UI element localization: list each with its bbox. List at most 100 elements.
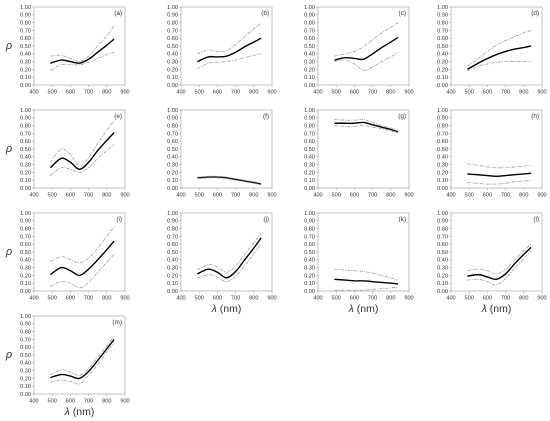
y-tick-label: 0.30	[304, 266, 315, 272]
x-tick-label: 400	[446, 193, 455, 199]
x-tick-label: 400	[176, 90, 185, 96]
y-tick-label: 0.30	[20, 163, 31, 169]
series-line-mean	[467, 172, 532, 178]
x-tick-label: 500	[48, 193, 57, 199]
x-axis-symbol: λ	[211, 303, 217, 315]
y-tick-label: 0.30	[437, 60, 448, 66]
x-tick-label: 700	[231, 193, 240, 199]
series-line-upper	[467, 243, 532, 275]
x-axis-title: λ (nm)	[64, 406, 95, 418]
y-tick-label: 0.70	[167, 131, 178, 137]
y-tick-label: 0.60	[20, 242, 31, 248]
x-tick-label: 600	[483, 296, 492, 302]
y-tick-label: 0.20	[20, 273, 31, 279]
plot-frame	[33, 6, 126, 86]
series-line-mean	[49, 132, 115, 170]
series-line-mean	[467, 45, 532, 71]
x-tick-label: 700	[84, 193, 93, 199]
y-tick-label: 0.40	[20, 361, 31, 367]
y-tick-label: 1.00	[20, 314, 31, 320]
x-tick-label: 500	[465, 193, 474, 199]
x-tick-label: 600	[483, 193, 492, 199]
y-tick-label: 0.20	[20, 376, 31, 382]
series-line-upper	[50, 120, 115, 167]
y-tick-label: 0.10	[20, 281, 31, 287]
x-tick-label: 400	[176, 296, 185, 302]
x-tick-label: 800	[519, 90, 528, 96]
x-tick-label: 500	[195, 193, 204, 199]
x-tick-label: 600	[66, 90, 75, 96]
y-axis-title: ρ	[5, 143, 12, 155]
x-tick-label: 700	[368, 193, 377, 199]
x-tick-label: 800	[519, 296, 528, 302]
x-tick-label: 600	[483, 90, 492, 96]
y-tick-label: 0.50	[167, 250, 178, 256]
y-tick-label: 0.80	[167, 227, 178, 233]
x-tick-label: 600	[350, 90, 359, 96]
y-tick-label: 1.00	[20, 211, 31, 217]
x-axis-title: λ (nm)	[211, 303, 242, 315]
x-tick-label: 700	[231, 90, 240, 96]
series-line-upper	[334, 118, 399, 132]
series-line-lower	[50, 144, 115, 176]
x-tick-label: 700	[501, 193, 510, 199]
y-tick-label: 0.30	[20, 60, 31, 66]
y-tick-label: 0.70	[167, 234, 178, 240]
x-axis-unit: (nm)	[487, 303, 512, 315]
x-tick-label: 500	[332, 193, 341, 199]
y-tick-label: 0.10	[304, 75, 315, 81]
x-tick-label: 800	[249, 296, 258, 302]
series-line-lower	[334, 51, 399, 71]
x-tick-label: 500	[195, 296, 204, 302]
panel-k: 0.00 0.10 0.200.30 0.40 0.50 0.60 0.700.80 0.90…	[304, 211, 414, 315]
y-tick-label: 0.70	[20, 234, 31, 240]
y-tick-label: 0.20	[304, 273, 315, 279]
x-tick-label: 900	[267, 296, 276, 302]
y-tick-label: 0.10	[20, 178, 31, 184]
y-tick-label: 0.40	[304, 52, 315, 58]
x-tick-label: 700	[368, 90, 377, 96]
x-tick-label: 900	[120, 90, 129, 96]
series-line-lower	[197, 177, 262, 186]
y-tick-label: 0.70	[304, 234, 315, 240]
y-tick-label: 0.00	[167, 186, 178, 192]
panel-label: (a)	[114, 10, 122, 17]
y-tick-label: 0.80	[167, 21, 178, 27]
y-tick-label: 0.00	[304, 289, 315, 295]
x-axis-symbol: λ	[348, 303, 354, 315]
y-tick-label: 0.60	[304, 139, 315, 145]
y-tick-label: 1.00	[304, 108, 315, 114]
x-tick-label: 800	[102, 90, 111, 96]
panel-e: 0.00 0.10 0.200.30 0.40 0.50 0.60 0.700.80 0.90…	[5, 108, 130, 199]
y-tick-label: 0.90	[304, 116, 315, 122]
y-tick-label: 0.50	[437, 44, 448, 50]
series-line-lower	[50, 51, 115, 71]
x-tick-label: 600	[66, 193, 75, 199]
y-tick-label: 0.00	[20, 83, 31, 89]
panel-label: (d)	[531, 10, 539, 17]
x-tick-label: 800	[386, 296, 395, 302]
x-tick-label: 400	[313, 90, 322, 96]
y-tick-label: 0.40	[167, 52, 178, 58]
y-tick-label: 0.10	[167, 281, 178, 287]
y-tick-label: 0.10	[20, 75, 31, 81]
series-line-mean	[197, 37, 262, 63]
x-tick-label: 600	[350, 296, 359, 302]
x-tick-label: 400	[29, 296, 38, 302]
y-tick-label: 0.30	[167, 163, 178, 169]
y-tick-label: 0.60	[437, 242, 448, 248]
y-tick-label: 0.20	[20, 67, 31, 73]
y-tick-label: 1.00	[20, 5, 31, 11]
panel-label: (f)	[263, 113, 269, 120]
y-tick-label: 0.10	[437, 178, 448, 184]
x-tick-label: 400	[313, 193, 322, 199]
y-tick-label: 0.00	[437, 186, 448, 192]
y-tick-label: 0.40	[20, 258, 31, 264]
panel-f: 0.00 0.10 0.200.30 0.40 0.50 0.60 0.700.80 0.90…	[167, 108, 277, 199]
y-tick-label: 0.60	[20, 345, 31, 351]
x-axis-unit: (nm)	[70, 406, 95, 418]
y-tick-label: 0.60	[20, 139, 31, 145]
y-axis-title: ρ	[5, 349, 12, 361]
x-tick-label: 800	[249, 90, 258, 96]
panel-label: (m)	[112, 319, 122, 326]
